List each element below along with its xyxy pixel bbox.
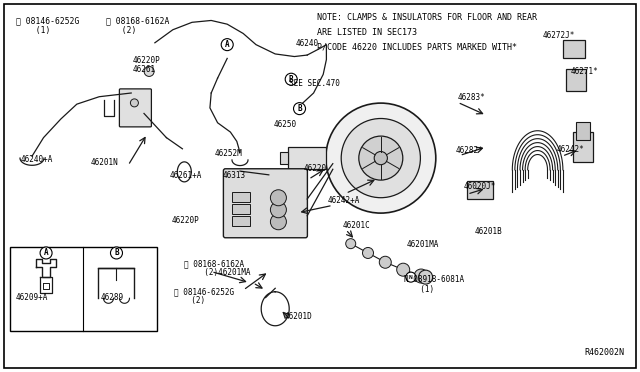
Text: 46220P: 46220P — [172, 216, 199, 225]
Bar — [288, 147, 326, 169]
Text: (1): (1) — [411, 285, 434, 294]
Circle shape — [270, 202, 286, 218]
Text: NOTE: CLAMPS & INSULATORS FOR FLOOR AND REAR: NOTE: CLAMPS & INSULATORS FOR FLOOR AND … — [317, 13, 537, 22]
Circle shape — [346, 239, 356, 248]
Circle shape — [270, 214, 286, 230]
Circle shape — [362, 247, 374, 259]
Text: (2): (2) — [112, 26, 136, 35]
Circle shape — [326, 103, 436, 213]
Bar — [576, 122, 590, 140]
Text: P/CODE 46220 INCLUDES PARTS MARKED WITH*: P/CODE 46220 INCLUDES PARTS MARKED WITH* — [317, 43, 517, 52]
Bar — [10, 247, 157, 331]
Text: 46201MA: 46201MA — [406, 240, 439, 249]
Text: 46020J*: 46020J* — [464, 182, 497, 191]
Text: 46282*: 46282* — [456, 146, 483, 155]
Circle shape — [359, 136, 403, 180]
Text: Ⓑ 08146-6252G: Ⓑ 08146-6252G — [174, 288, 234, 296]
Text: ARE LISTED IN SEC173: ARE LISTED IN SEC173 — [317, 28, 417, 37]
Text: 46201B: 46201B — [475, 227, 502, 236]
Text: 46201D: 46201D — [285, 312, 312, 321]
Text: 46201N: 46201N — [91, 158, 118, 167]
Text: 46240+A: 46240+A — [20, 155, 53, 164]
Circle shape — [294, 103, 305, 115]
Circle shape — [380, 256, 391, 268]
Text: 46252M: 46252M — [214, 149, 242, 158]
Text: 46313: 46313 — [223, 171, 246, 180]
Text: 46242+A: 46242+A — [328, 196, 360, 205]
Text: A: A — [44, 248, 49, 257]
Circle shape — [374, 151, 387, 165]
Circle shape — [341, 119, 420, 198]
Bar — [573, 132, 593, 162]
Circle shape — [419, 270, 433, 284]
Text: 46201C: 46201C — [342, 221, 370, 230]
Bar — [280, 152, 288, 164]
Text: 46261+A: 46261+A — [170, 171, 202, 180]
Bar — [232, 192, 250, 202]
Bar — [467, 181, 493, 199]
Text: 46271*: 46271* — [571, 67, 598, 76]
Circle shape — [270, 190, 286, 206]
Text: (2)46201MA: (2)46201MA — [195, 268, 251, 277]
Text: 46283*: 46283* — [458, 93, 485, 102]
Text: 46209+A: 46209+A — [16, 293, 49, 302]
Text: A: A — [225, 40, 230, 49]
Text: 46272J*: 46272J* — [543, 31, 575, 40]
Text: 46289: 46289 — [101, 293, 124, 302]
Bar — [563, 40, 585, 58]
Text: B: B — [114, 248, 119, 257]
Text: 46261: 46261 — [133, 65, 156, 74]
Text: (2): (2) — [182, 296, 205, 305]
Text: Ⓑ 08168-6162A: Ⓑ 08168-6162A — [106, 16, 169, 25]
Text: (1): (1) — [26, 26, 50, 35]
Text: Ⓑ 08168-6162A: Ⓑ 08168-6162A — [184, 259, 244, 268]
Bar — [232, 204, 250, 214]
Text: R462002N: R462002N — [584, 348, 624, 357]
Bar — [232, 216, 250, 226]
Circle shape — [144, 67, 154, 76]
Circle shape — [221, 39, 233, 51]
Bar — [566, 69, 586, 91]
Circle shape — [397, 263, 410, 276]
Text: 46220P: 46220P — [133, 56, 161, 65]
FancyBboxPatch shape — [120, 89, 152, 127]
Text: 46242*: 46242* — [557, 145, 584, 154]
Circle shape — [40, 247, 52, 259]
Circle shape — [414, 269, 428, 283]
Text: SEE SEC.470: SEE SEC.470 — [289, 79, 340, 88]
Text: 46250: 46250 — [274, 120, 297, 129]
Text: N: N — [409, 275, 413, 280]
FancyBboxPatch shape — [223, 169, 307, 238]
Text: Ⓑ 08146-6252G: Ⓑ 08146-6252G — [16, 16, 79, 25]
Circle shape — [406, 272, 416, 282]
Text: 46240: 46240 — [296, 39, 319, 48]
Circle shape — [131, 99, 138, 107]
Text: 46220: 46220 — [304, 164, 327, 173]
Text: B: B — [297, 104, 302, 113]
Text: N 08918-6081A: N 08918-6081A — [404, 275, 465, 284]
Circle shape — [285, 73, 297, 85]
Text: B: B — [289, 75, 294, 84]
Circle shape — [111, 247, 122, 259]
